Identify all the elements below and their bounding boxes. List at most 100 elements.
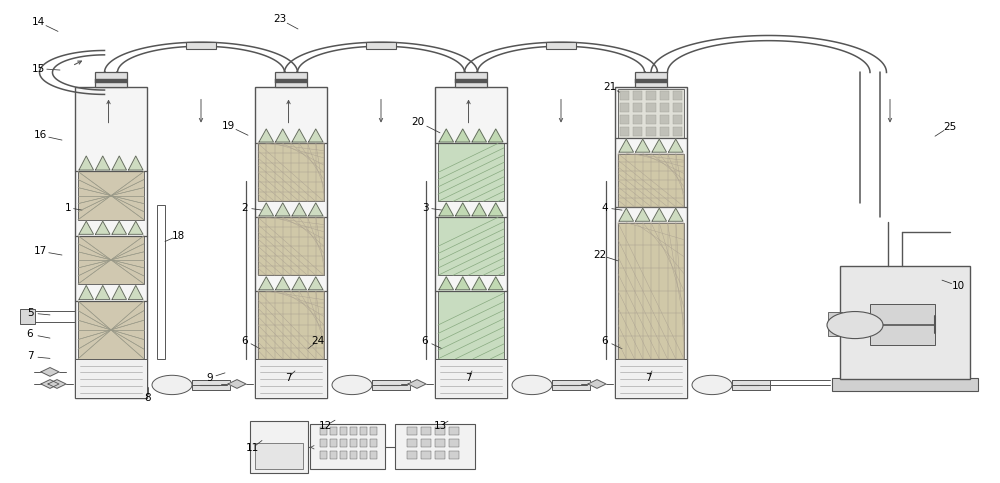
Polygon shape [668,139,683,152]
Polygon shape [292,129,306,142]
Bar [646,128,656,136]
Bar [646,115,656,124]
Bar [618,89,684,138]
Polygon shape [652,208,666,221]
Circle shape [692,375,732,395]
Bar [633,103,642,112]
Bar [615,87,687,398]
Polygon shape [456,203,470,216]
Polygon shape [668,208,683,221]
Polygon shape [488,129,503,142]
Polygon shape [276,277,290,290]
Bar [618,154,684,207]
Text: 7: 7 [285,373,291,383]
Bar [660,91,669,99]
Text: 16: 16 [33,130,47,140]
Bar [192,380,230,390]
Bar [673,91,682,99]
Polygon shape [96,285,110,299]
Bar [78,301,144,359]
Bar [258,143,324,201]
Circle shape [332,375,372,395]
Bar [20,309,35,324]
Bar [350,451,357,459]
Bar [330,451,337,459]
Bar [438,217,504,275]
Bar [673,128,682,136]
Polygon shape [228,380,246,388]
Bar [320,427,327,435]
Polygon shape [79,221,94,234]
Bar [673,115,682,124]
Bar [275,72,307,87]
Polygon shape [636,139,650,152]
Text: 1: 1 [65,203,71,213]
Text: 7: 7 [27,352,33,361]
Bar [620,128,629,136]
Bar [449,427,459,435]
Polygon shape [472,129,486,142]
Polygon shape [439,277,454,290]
Polygon shape [112,285,126,299]
Text: 6: 6 [242,336,248,345]
Bar [360,451,367,459]
Polygon shape [259,203,274,216]
Text: 4: 4 [602,203,608,213]
Text: 6: 6 [422,336,428,345]
Polygon shape [48,380,66,388]
Text: 20: 20 [411,117,425,127]
Bar [370,451,377,459]
Polygon shape [112,156,126,170]
Bar [635,79,667,83]
Polygon shape [652,139,666,152]
Bar [340,439,347,447]
Bar [310,424,385,469]
Polygon shape [456,129,470,142]
Bar [330,439,337,447]
Bar [366,42,396,49]
Polygon shape [79,285,94,299]
Bar [828,312,842,336]
Bar [360,427,367,435]
Text: 17: 17 [33,246,47,256]
Bar [78,171,144,220]
Bar [552,380,590,390]
Text: 11: 11 [245,443,259,453]
Polygon shape [41,368,59,376]
Bar [438,291,504,359]
Polygon shape [276,129,290,142]
Bar [350,427,357,435]
Bar [633,128,642,136]
Text: 5: 5 [27,308,33,318]
Polygon shape [636,208,650,221]
Bar [435,427,445,435]
Bar [330,427,337,435]
Text: 18: 18 [171,231,185,241]
Bar [320,439,327,447]
Text: 8: 8 [145,394,151,403]
Bar [435,87,507,398]
Text: 15: 15 [31,64,45,73]
Bar [75,87,147,398]
Bar [407,439,417,447]
Polygon shape [308,203,323,216]
Bar [660,103,669,112]
Polygon shape [308,129,323,142]
Bar [660,115,669,124]
Text: 10: 10 [951,281,965,291]
Circle shape [827,312,883,339]
Text: 7: 7 [645,373,651,383]
Polygon shape [439,129,454,142]
Bar [255,87,327,398]
Bar [435,439,445,447]
Bar [435,451,445,459]
Polygon shape [128,156,143,170]
Bar [449,451,459,459]
Polygon shape [488,203,503,216]
Bar [546,42,576,49]
Text: 6: 6 [602,336,608,345]
Bar [635,72,667,87]
Bar [186,42,216,49]
Polygon shape [259,129,274,142]
Bar [832,378,978,391]
